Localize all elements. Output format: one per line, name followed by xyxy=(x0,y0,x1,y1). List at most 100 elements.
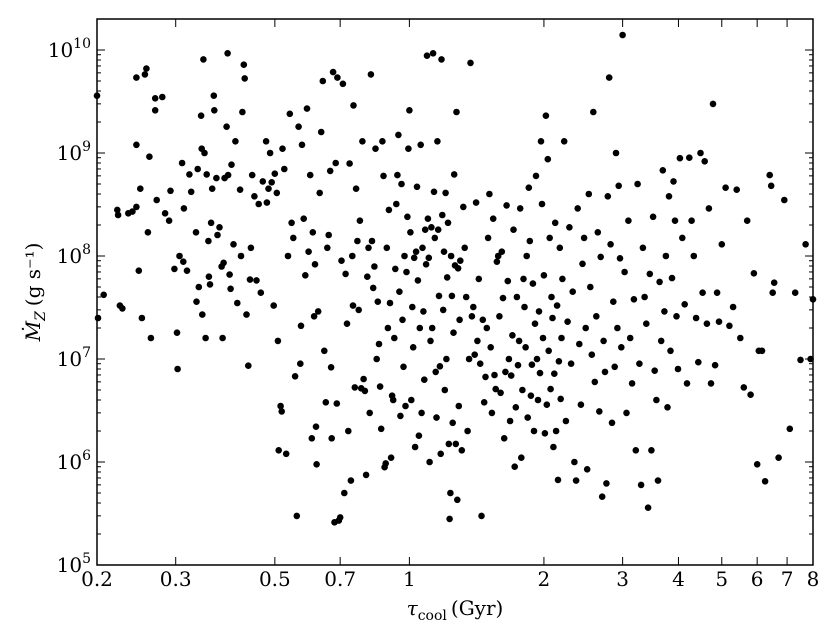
data-point xyxy=(343,320,351,328)
data-point xyxy=(402,402,409,410)
y-axis: 105 106 107 108 109 1010 xyxy=(48,18,813,577)
data-point xyxy=(549,314,556,322)
data-point xyxy=(733,186,740,193)
data-point xyxy=(447,252,455,260)
data-point xyxy=(562,417,570,425)
data-point xyxy=(649,213,657,221)
data-point xyxy=(405,145,412,152)
data-point xyxy=(524,414,531,421)
data-point xyxy=(431,234,439,242)
data-point xyxy=(379,138,386,145)
data-point xyxy=(377,425,385,433)
data-point xyxy=(786,425,794,433)
data-point xyxy=(653,396,660,404)
data-point xyxy=(448,292,456,300)
data-point xyxy=(345,427,352,435)
data-point xyxy=(243,311,250,318)
data-point xyxy=(492,385,500,393)
data-point xyxy=(281,165,288,173)
x-axis: 0.2 0.3 0.5 0.7 1 2 3 4 5 6 7 8 xyxy=(81,19,819,591)
data-point xyxy=(409,303,416,311)
data-point xyxy=(468,313,476,320)
data-point xyxy=(597,253,604,261)
data-point xyxy=(354,237,361,245)
data-point xyxy=(352,185,360,192)
data-point xyxy=(441,386,449,394)
data-point xyxy=(248,171,256,179)
data-point xyxy=(747,391,754,399)
data-point xyxy=(308,435,316,442)
data-point xyxy=(507,372,515,379)
data-point xyxy=(302,272,309,279)
data-point xyxy=(290,234,297,242)
data-point xyxy=(223,123,230,130)
data-point xyxy=(465,355,473,363)
y-tick-label: 105 xyxy=(57,551,91,577)
data-point xyxy=(636,360,643,368)
data-point xyxy=(545,347,552,355)
data-point xyxy=(347,477,355,484)
data-point xyxy=(180,205,188,212)
data-points xyxy=(93,31,817,526)
data-point xyxy=(674,365,682,373)
data-point xyxy=(718,241,726,248)
data-point xyxy=(781,196,788,204)
data-point xyxy=(516,205,524,212)
data-point xyxy=(511,463,518,471)
data-point xyxy=(502,368,509,376)
data-point xyxy=(576,340,583,348)
data-point xyxy=(530,427,538,435)
data-point xyxy=(338,257,345,265)
data-point xyxy=(382,460,390,467)
data-point xyxy=(566,224,573,231)
data-point xyxy=(571,458,578,466)
data-point xyxy=(775,454,782,462)
data-point xyxy=(419,244,426,252)
data-point xyxy=(802,241,809,248)
data-point xyxy=(151,107,159,114)
data-point xyxy=(637,481,645,489)
data-point xyxy=(404,213,411,221)
data-point xyxy=(496,313,503,320)
data-point xyxy=(210,92,218,99)
data-point xyxy=(275,447,283,454)
data-point xyxy=(263,199,271,206)
data-point xyxy=(519,386,526,394)
data-point xyxy=(214,231,221,239)
data-point xyxy=(577,401,585,409)
data-point xyxy=(416,324,424,332)
data-point xyxy=(410,254,418,262)
data-point xyxy=(428,224,435,231)
data-point xyxy=(429,50,437,57)
data-point xyxy=(679,234,686,242)
data-point xyxy=(665,193,673,200)
data-point xyxy=(153,196,160,204)
data-point xyxy=(651,367,658,375)
data-point xyxy=(133,203,140,211)
data-point xyxy=(193,298,200,306)
data-point xyxy=(484,234,492,242)
data-point xyxy=(211,107,218,114)
data-point xyxy=(505,355,513,363)
data-point xyxy=(197,112,205,119)
data-point xyxy=(541,430,549,437)
data-point xyxy=(247,244,255,252)
data-point xyxy=(461,244,469,252)
data-point xyxy=(398,180,405,188)
data-point xyxy=(187,188,195,196)
data-point xyxy=(332,159,340,167)
data-point xyxy=(470,303,477,311)
data-point xyxy=(440,248,448,255)
data-point xyxy=(526,237,534,245)
data-point xyxy=(422,261,430,268)
data-point xyxy=(418,409,425,417)
data-point xyxy=(400,363,407,371)
data-point xyxy=(540,272,548,279)
data-point xyxy=(659,167,667,174)
data-point xyxy=(625,217,632,224)
data-point xyxy=(504,277,512,285)
data-point xyxy=(454,496,461,504)
data-point xyxy=(535,308,543,315)
data-point xyxy=(203,171,210,178)
data-point xyxy=(284,252,292,260)
